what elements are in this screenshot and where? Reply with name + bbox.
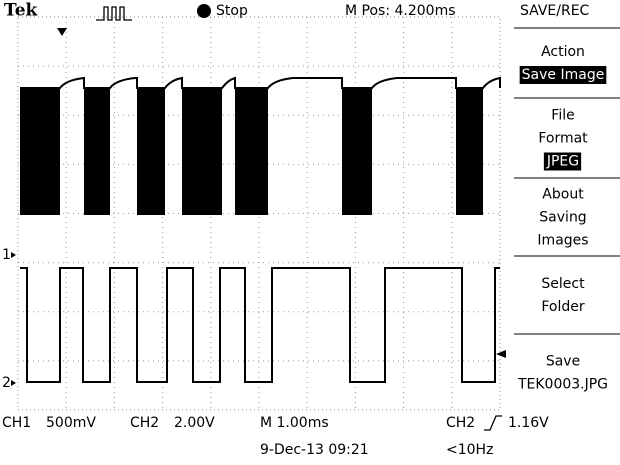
frequency: <10Hz xyxy=(446,442,493,458)
menu-label: Images xyxy=(537,233,588,249)
ch1-envelope xyxy=(20,76,501,89)
menu-label: Saving xyxy=(539,210,586,226)
ch1-burst xyxy=(182,88,222,215)
menu-label: Select xyxy=(541,276,585,292)
run-state: Stop xyxy=(216,3,248,19)
timebase: M 1.00ms xyxy=(260,415,329,431)
acquire-icon xyxy=(96,6,132,21)
menu-value: JPEG xyxy=(546,154,579,170)
ch1-burst xyxy=(456,88,483,215)
ch1-burst xyxy=(342,88,372,215)
ch1-marker: 1 xyxy=(2,247,11,263)
menu-selection xyxy=(543,152,582,171)
ch1-scale: 500mV xyxy=(46,415,96,431)
menu-label: Save xyxy=(546,354,580,370)
trigger-level: 1.16V xyxy=(508,415,549,431)
trigger-slope-icon xyxy=(484,415,502,431)
trigger-level-marker xyxy=(496,350,506,358)
ch2-trace xyxy=(20,267,500,383)
graticule-border xyxy=(17,16,501,411)
ch1-burst xyxy=(137,88,165,215)
menu-label: File xyxy=(551,108,574,124)
date-time: 9-Dec-13 09:21 xyxy=(260,442,369,458)
stop-icon xyxy=(197,4,211,18)
side-menu: Action Save Image File Format JPEG About Savin… xyxy=(514,27,620,393)
ch2-scale: 2.00V xyxy=(174,415,215,431)
brand: Tek xyxy=(4,1,39,21)
ch1-burst xyxy=(235,88,268,215)
menu-label: Folder xyxy=(541,299,585,315)
menu-selection xyxy=(519,66,607,84)
menu-value: Save Image xyxy=(522,67,605,83)
ch1-arrow xyxy=(11,252,16,258)
horizontal-position: M Pos: 4.200ms xyxy=(345,3,456,19)
menu-label: Action xyxy=(541,44,585,60)
ch1-burst xyxy=(20,88,60,215)
trigger-source: CH2 xyxy=(446,415,475,431)
waveforms xyxy=(20,76,501,383)
ch2-label: CH2 xyxy=(130,415,159,431)
menu-title: SAVE/REC xyxy=(520,3,590,19)
ch1-label: CH1 xyxy=(2,415,31,431)
ch1-burst xyxy=(84,88,110,215)
ch2-arrow xyxy=(11,380,16,386)
menu-label: Format xyxy=(538,131,588,147)
menu-label: About xyxy=(542,187,584,203)
ch2-marker: 2 xyxy=(2,375,11,391)
menu-value: TEK0003.JPG xyxy=(517,377,608,393)
trigger-position-marker xyxy=(57,28,67,36)
